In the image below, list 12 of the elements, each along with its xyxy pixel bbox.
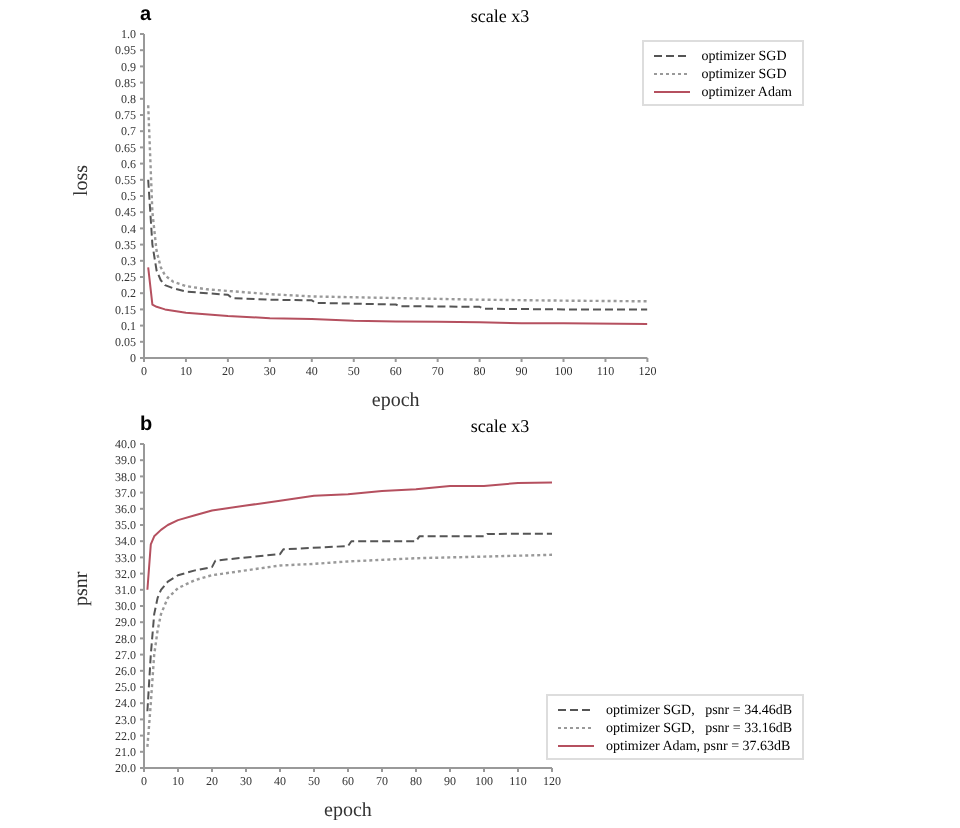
y-axis-title: psnr — [71, 570, 94, 606]
line-series — [147, 266, 648, 325]
chart-title: scale x3 — [470, 416, 530, 436]
text: a — [140, 4, 152, 26]
chart-title: scale x3 — [470, 6, 530, 26]
line-series — [146, 481, 552, 591]
y-axis-title: loss — [71, 164, 94, 196]
line-series — [146, 532, 552, 713]
x-axis-title: epoch — [324, 800, 372, 822]
line-series — [147, 178, 648, 311]
x-axis-title: epoch — [371, 390, 420, 412]
text: b — [140, 414, 153, 436]
